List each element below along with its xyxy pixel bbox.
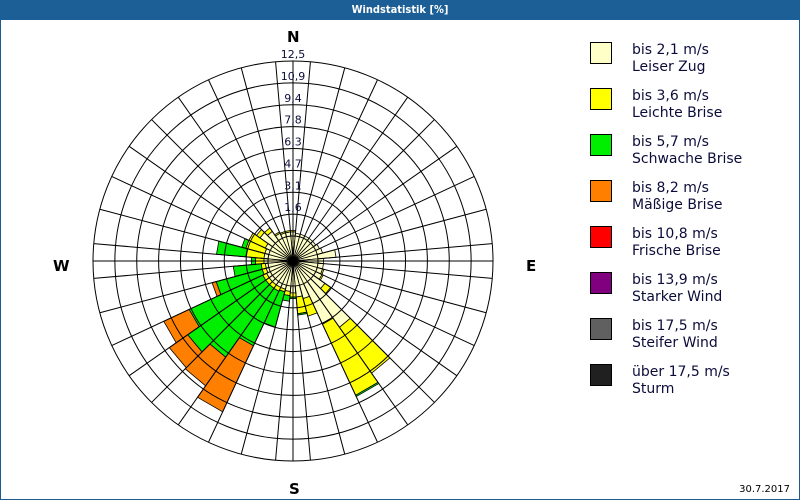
legend-speed: bis 3,6 m/s bbox=[632, 88, 709, 104]
statistics-date: 30.7.2017 bbox=[739, 484, 790, 495]
compass-north-label: N bbox=[287, 28, 300, 46]
legend-swatch bbox=[590, 318, 612, 340]
legend-label: Mäßige Brise bbox=[632, 197, 723, 213]
legend-item-leichte-brise: bis 3,6 m/s Leichte Brise bbox=[590, 88, 790, 134]
legend-speed: bis 13,9 m/s bbox=[632, 272, 718, 288]
ring-label: 7,8 bbox=[284, 114, 302, 127]
ring-label: 6,3 bbox=[284, 136, 302, 149]
legend-swatch bbox=[590, 180, 612, 202]
legend-item-maessige-brise: bis 8,2 m/s Mäßige Brise bbox=[590, 180, 790, 226]
legend-speed: bis 2,1 m/s bbox=[632, 42, 709, 58]
ring-label: 4,7 bbox=[284, 157, 302, 170]
ring-labels: 1,6 3,1 4,7 6,3 7,8 9,4 10,9 12,5 bbox=[281, 48, 306, 214]
compass-east-label: E bbox=[526, 257, 537, 275]
legend-label: Sturm bbox=[632, 381, 675, 397]
legend-label: Leichte Brise bbox=[632, 105, 723, 121]
legend-swatch bbox=[590, 272, 612, 294]
legend-item-frische-brise: bis 10,8 m/s Frische Brise bbox=[590, 226, 790, 272]
legend-item-schwache-brise: bis 5,7 m/s Schwache Brise bbox=[590, 134, 790, 180]
compass-west-label: W bbox=[53, 257, 70, 275]
legend-label: Frische Brise bbox=[632, 243, 721, 259]
ring-label: 3,1 bbox=[284, 179, 302, 192]
wind-rose-chart: 1,6 3,1 4,7 6,3 7,8 9,4 10,9 12,5 bbox=[92, 48, 494, 462]
legend-item-sturm: über 17,5 m/s Sturm bbox=[590, 364, 790, 410]
ring-label: 10,9 bbox=[281, 70, 306, 83]
legend-swatch bbox=[590, 88, 612, 110]
ring-label: 9,4 bbox=[284, 92, 302, 105]
legend-speed: bis 5,7 m/s bbox=[632, 134, 709, 150]
legend-label: Leiser Zug bbox=[632, 59, 706, 75]
legend-item-starker-wind: bis 13,9 m/s Starker Wind bbox=[590, 272, 790, 318]
legend: bis 2,1 m/s Leiser Zug bis 3,6 m/s Leichte… bbox=[590, 42, 790, 410]
ring-label: 1,6 bbox=[284, 201, 302, 214]
legend-swatch bbox=[590, 134, 612, 156]
window-title: Windstatistik [%] bbox=[0, 0, 800, 20]
wind-rose-grid bbox=[92, 60, 494, 462]
legend-speed: über 17,5 m/s bbox=[632, 364, 730, 380]
legend-item-leiser-zug: bis 2,1 m/s Leiser Zug bbox=[590, 42, 790, 88]
wind-rose-bars bbox=[163, 227, 391, 413]
legend-swatch bbox=[590, 42, 612, 64]
wind-rose-segment bbox=[284, 230, 291, 234]
legend-speed: bis 8,2 m/s bbox=[632, 180, 709, 196]
compass-south-label: S bbox=[289, 480, 300, 498]
legend-label: Starker Wind bbox=[632, 289, 723, 305]
legend-label: Steifer Wind bbox=[632, 335, 718, 351]
legend-speed: bis 10,8 m/s bbox=[632, 226, 718, 242]
ring-label: 12,5 bbox=[281, 48, 306, 61]
legend-item-steifer-wind: bis 17,5 m/s Steifer Wind bbox=[590, 318, 790, 364]
legend-label: Schwache Brise bbox=[632, 151, 743, 167]
legend-swatch bbox=[590, 226, 612, 248]
legend-speed: bis 17,5 m/s bbox=[632, 318, 718, 334]
legend-swatch bbox=[590, 364, 612, 386]
